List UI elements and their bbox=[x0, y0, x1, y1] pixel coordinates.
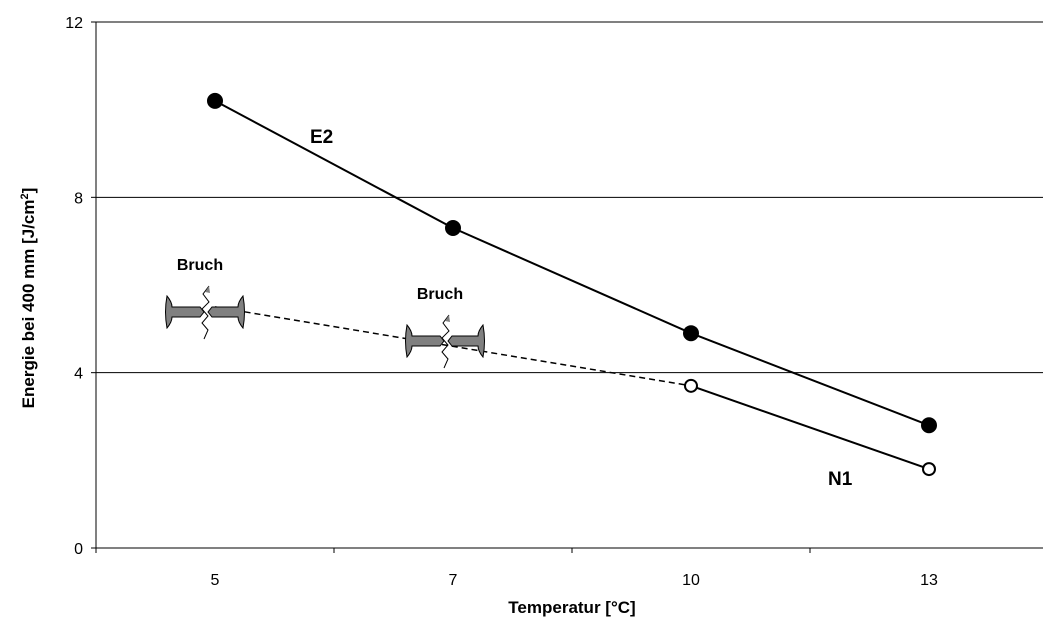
y-tick-label: 4 bbox=[74, 366, 83, 383]
series-points bbox=[207, 92, 937, 477]
series-label-e2: E2 bbox=[310, 127, 333, 148]
data-point-e2 bbox=[445, 220, 461, 237]
y-tick-labels: 0 4 8 12 bbox=[65, 15, 96, 558]
grid-layer bbox=[96, 21, 1043, 374]
y-tick-label: 0 bbox=[74, 541, 83, 558]
fractured-specimen-icon bbox=[165, 285, 245, 340]
annotation-label-bruch: Bruch bbox=[177, 257, 223, 274]
data-point-n1 bbox=[922, 462, 936, 477]
data-point-n1 bbox=[684, 378, 698, 393]
x-axis-title: Temperatur [°C] bbox=[508, 598, 635, 617]
axis-layer bbox=[95, 22, 1043, 549]
data-point-e2 bbox=[921, 417, 937, 434]
fractured-specimen-icon bbox=[405, 314, 485, 369]
x-tick-label: 7 bbox=[449, 572, 458, 589]
annotation-label-bruch: Bruch bbox=[417, 286, 463, 303]
data-point-e2 bbox=[207, 92, 223, 109]
data-point-e2 bbox=[683, 325, 699, 342]
y-axis-title-superscript: 2 bbox=[19, 193, 31, 199]
x-tick-label: 13 bbox=[920, 572, 938, 589]
y-axis-title-main: Energie bei 400 mm [J/cm bbox=[19, 199, 38, 408]
y-tick-label: 8 bbox=[74, 190, 83, 207]
series-line-e2 bbox=[452, 227, 692, 335]
y-tick-label: 12 bbox=[65, 15, 83, 32]
series-lines bbox=[214, 100, 930, 471]
annotations: Bruch Bruch bbox=[165, 257, 485, 369]
series-line-n1 bbox=[690, 384, 930, 471]
x-tick-label: 10 bbox=[682, 572, 700, 589]
y-axis-title: Energie bei 400 mm [J/cm2] bbox=[19, 188, 38, 409]
series-line-e2 bbox=[690, 332, 930, 427]
x-tick-labels: 5 7 10 13 bbox=[95, 548, 938, 589]
y-axis-title-end: ] bbox=[19, 188, 38, 194]
series-label-n1: N1 bbox=[828, 469, 853, 490]
x-tick-label: 5 bbox=[211, 572, 220, 589]
series-line-e2 bbox=[214, 100, 454, 229]
